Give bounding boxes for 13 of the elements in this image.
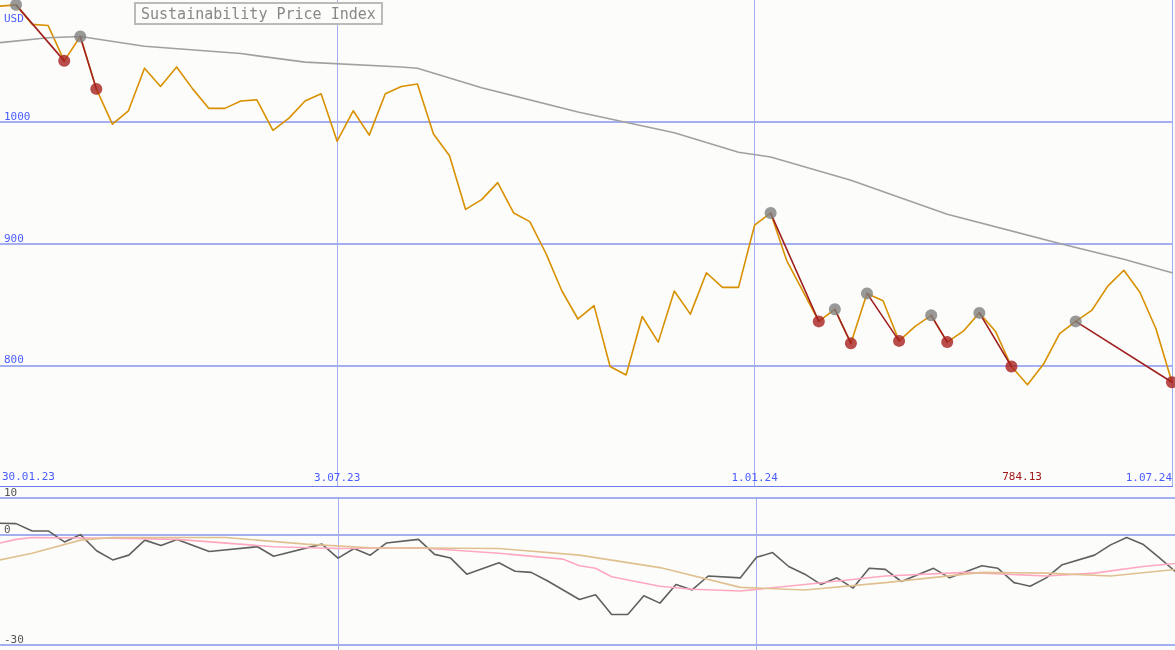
y-axis-title: USD — [4, 12, 24, 25]
x-tick-label: 1.07.24 — [1125, 471, 1173, 484]
x-tick-label: 1.01.24 — [731, 471, 779, 484]
y-tick-label: 900 — [4, 231, 24, 245]
y-tick-label: -30 — [4, 632, 24, 646]
annotation: 784.13 — [1002, 470, 1042, 483]
x-tick-label: 3.07.23 — [313, 471, 361, 484]
chart-title: Sustainability Price Index — [141, 4, 376, 23]
y-tick-label: 0 — [4, 522, 11, 536]
y-tick-label: 10 — [4, 486, 18, 499]
annotation: 30.01.23 — [2, 470, 55, 483]
y-tick-label: 1000 — [4, 109, 31, 123]
y-tick-label: 800 — [4, 353, 24, 367]
